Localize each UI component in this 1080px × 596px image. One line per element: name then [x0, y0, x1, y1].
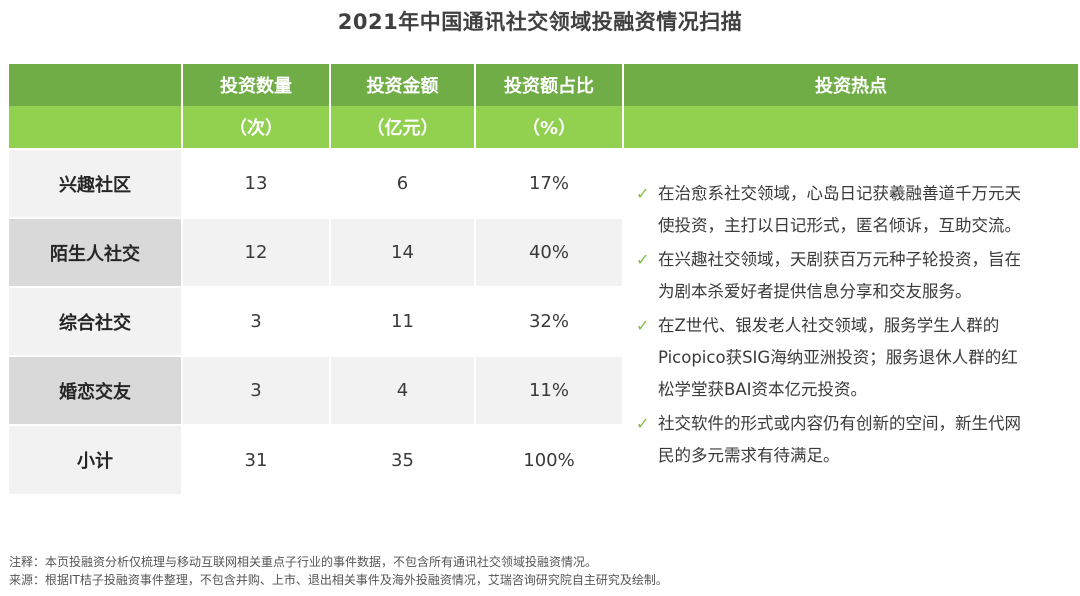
header-investment-amount: 投资金额	[331, 64, 474, 106]
row-label-dating: 婚恋交友	[9, 357, 181, 424]
row-label-interest-community: 兴趣社区	[9, 150, 181, 217]
hotspot-text: 在兴趣社交领域，天剧获百万元种子轮投资，旨在 为剧本杀爱好者提供信息分享和交友服…	[658, 250, 1021, 301]
header-corner-bottom	[9, 106, 181, 148]
list-item: ✓ 社交软件的形式或内容仍有创新的空间，新生代网 民的多元需求有待满足。	[636, 408, 1068, 472]
check-icon: ✓	[636, 414, 650, 433]
table-cell-amount: 14	[331, 219, 474, 286]
header-unit-hotspots	[624, 106, 1078, 148]
footnote-source: 来源：根据IT桔子投融资事件整理，不包含并购、上市、退出相关事件及海外投融资情况…	[9, 573, 668, 587]
hotspot-text: 在Z世代、银发老人社交领域，服务学生人群的 Picopico获SIG海纳亚洲投资…	[658, 316, 1018, 399]
table-cell-amount: 4	[331, 357, 474, 424]
list-item: ✓ 在兴趣社交领域，天剧获百万元种子轮投资，旨在 为剧本杀爱好者提供信息分享和交…	[636, 244, 1068, 308]
header-unit-share: （%）	[476, 106, 622, 148]
table-cell-share: 11%	[476, 357, 622, 424]
header-investment-share: 投资额占比	[476, 64, 622, 106]
page-title: 2021年中国通讯社交领域投融资情况扫描	[337, 10, 743, 34]
table-cell-amount: 6	[331, 150, 474, 217]
table-cell-count: 12	[183, 219, 329, 286]
check-icon: ✓	[636, 316, 650, 335]
header-investment-count: 投资数量	[183, 64, 329, 106]
header-unit-amount: （亿元）	[331, 106, 474, 148]
list-item: ✓ 在Z世代、银发老人社交领域，服务学生人群的 Picopico获SIG海纳亚洲…	[636, 310, 1068, 406]
check-icon: ✓	[636, 184, 650, 203]
table-cell-amount: 35	[331, 426, 474, 494]
table-cell-count: 3	[183, 288, 329, 355]
row-label-general-social: 综合社交	[9, 288, 181, 355]
table-cell-count: 31	[183, 426, 329, 494]
row-label-subtotal: 小计	[9, 426, 181, 494]
list-item: ✓ 在治愈系社交领域，心岛日记获羲融善道千万元天 使投资，主打以日记形式，匿名倾…	[636, 178, 1068, 242]
hotspots-list: ✓ 在治愈系社交领域，心岛日记获羲融善道千万元天 使投资，主打以日记形式，匿名倾…	[636, 178, 1068, 472]
table-cell-share: 17%	[476, 150, 622, 217]
check-icon: ✓	[636, 250, 650, 269]
row-label-stranger-social: 陌生人社交	[9, 219, 181, 286]
table-cell-amount: 11	[331, 288, 474, 355]
table-cell-share: 100%	[476, 426, 622, 494]
header-investment-hotspots: 投资热点	[624, 64, 1078, 106]
table-cell-count: 3	[183, 357, 329, 424]
hotspot-text: 在治愈系社交领域，心岛日记获羲融善道千万元天 使投资，主打以日记形式，匿名倾诉，…	[658, 184, 1021, 235]
header-unit-count: （次）	[183, 106, 329, 148]
footnote-note: 注释：本页投融资分析仅梳理与移动互联网相关重点子行业的事件数据，不包含所有通讯社…	[9, 555, 598, 569]
table-cell-count: 13	[183, 150, 329, 217]
header-corner-top	[9, 64, 181, 106]
table-cell-share: 40%	[476, 219, 622, 286]
hotspot-text: 社交软件的形式或内容仍有创新的空间，新生代网 民的多元需求有待满足。	[658, 414, 1021, 465]
table-cell-share: 32%	[476, 288, 622, 355]
